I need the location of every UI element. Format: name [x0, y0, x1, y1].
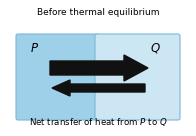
Text: Before thermal equilibrium: Before thermal equilibrium — [37, 8, 159, 17]
FancyBboxPatch shape — [95, 34, 180, 120]
Text: $P$: $P$ — [30, 41, 40, 55]
Text: $Q$: $Q$ — [150, 41, 160, 55]
Polygon shape — [50, 55, 148, 81]
Polygon shape — [52, 80, 145, 96]
FancyBboxPatch shape — [16, 34, 99, 120]
Text: Net transfer of heat from $P$ to $Q$: Net transfer of heat from $P$ to $Q$ — [29, 116, 167, 128]
